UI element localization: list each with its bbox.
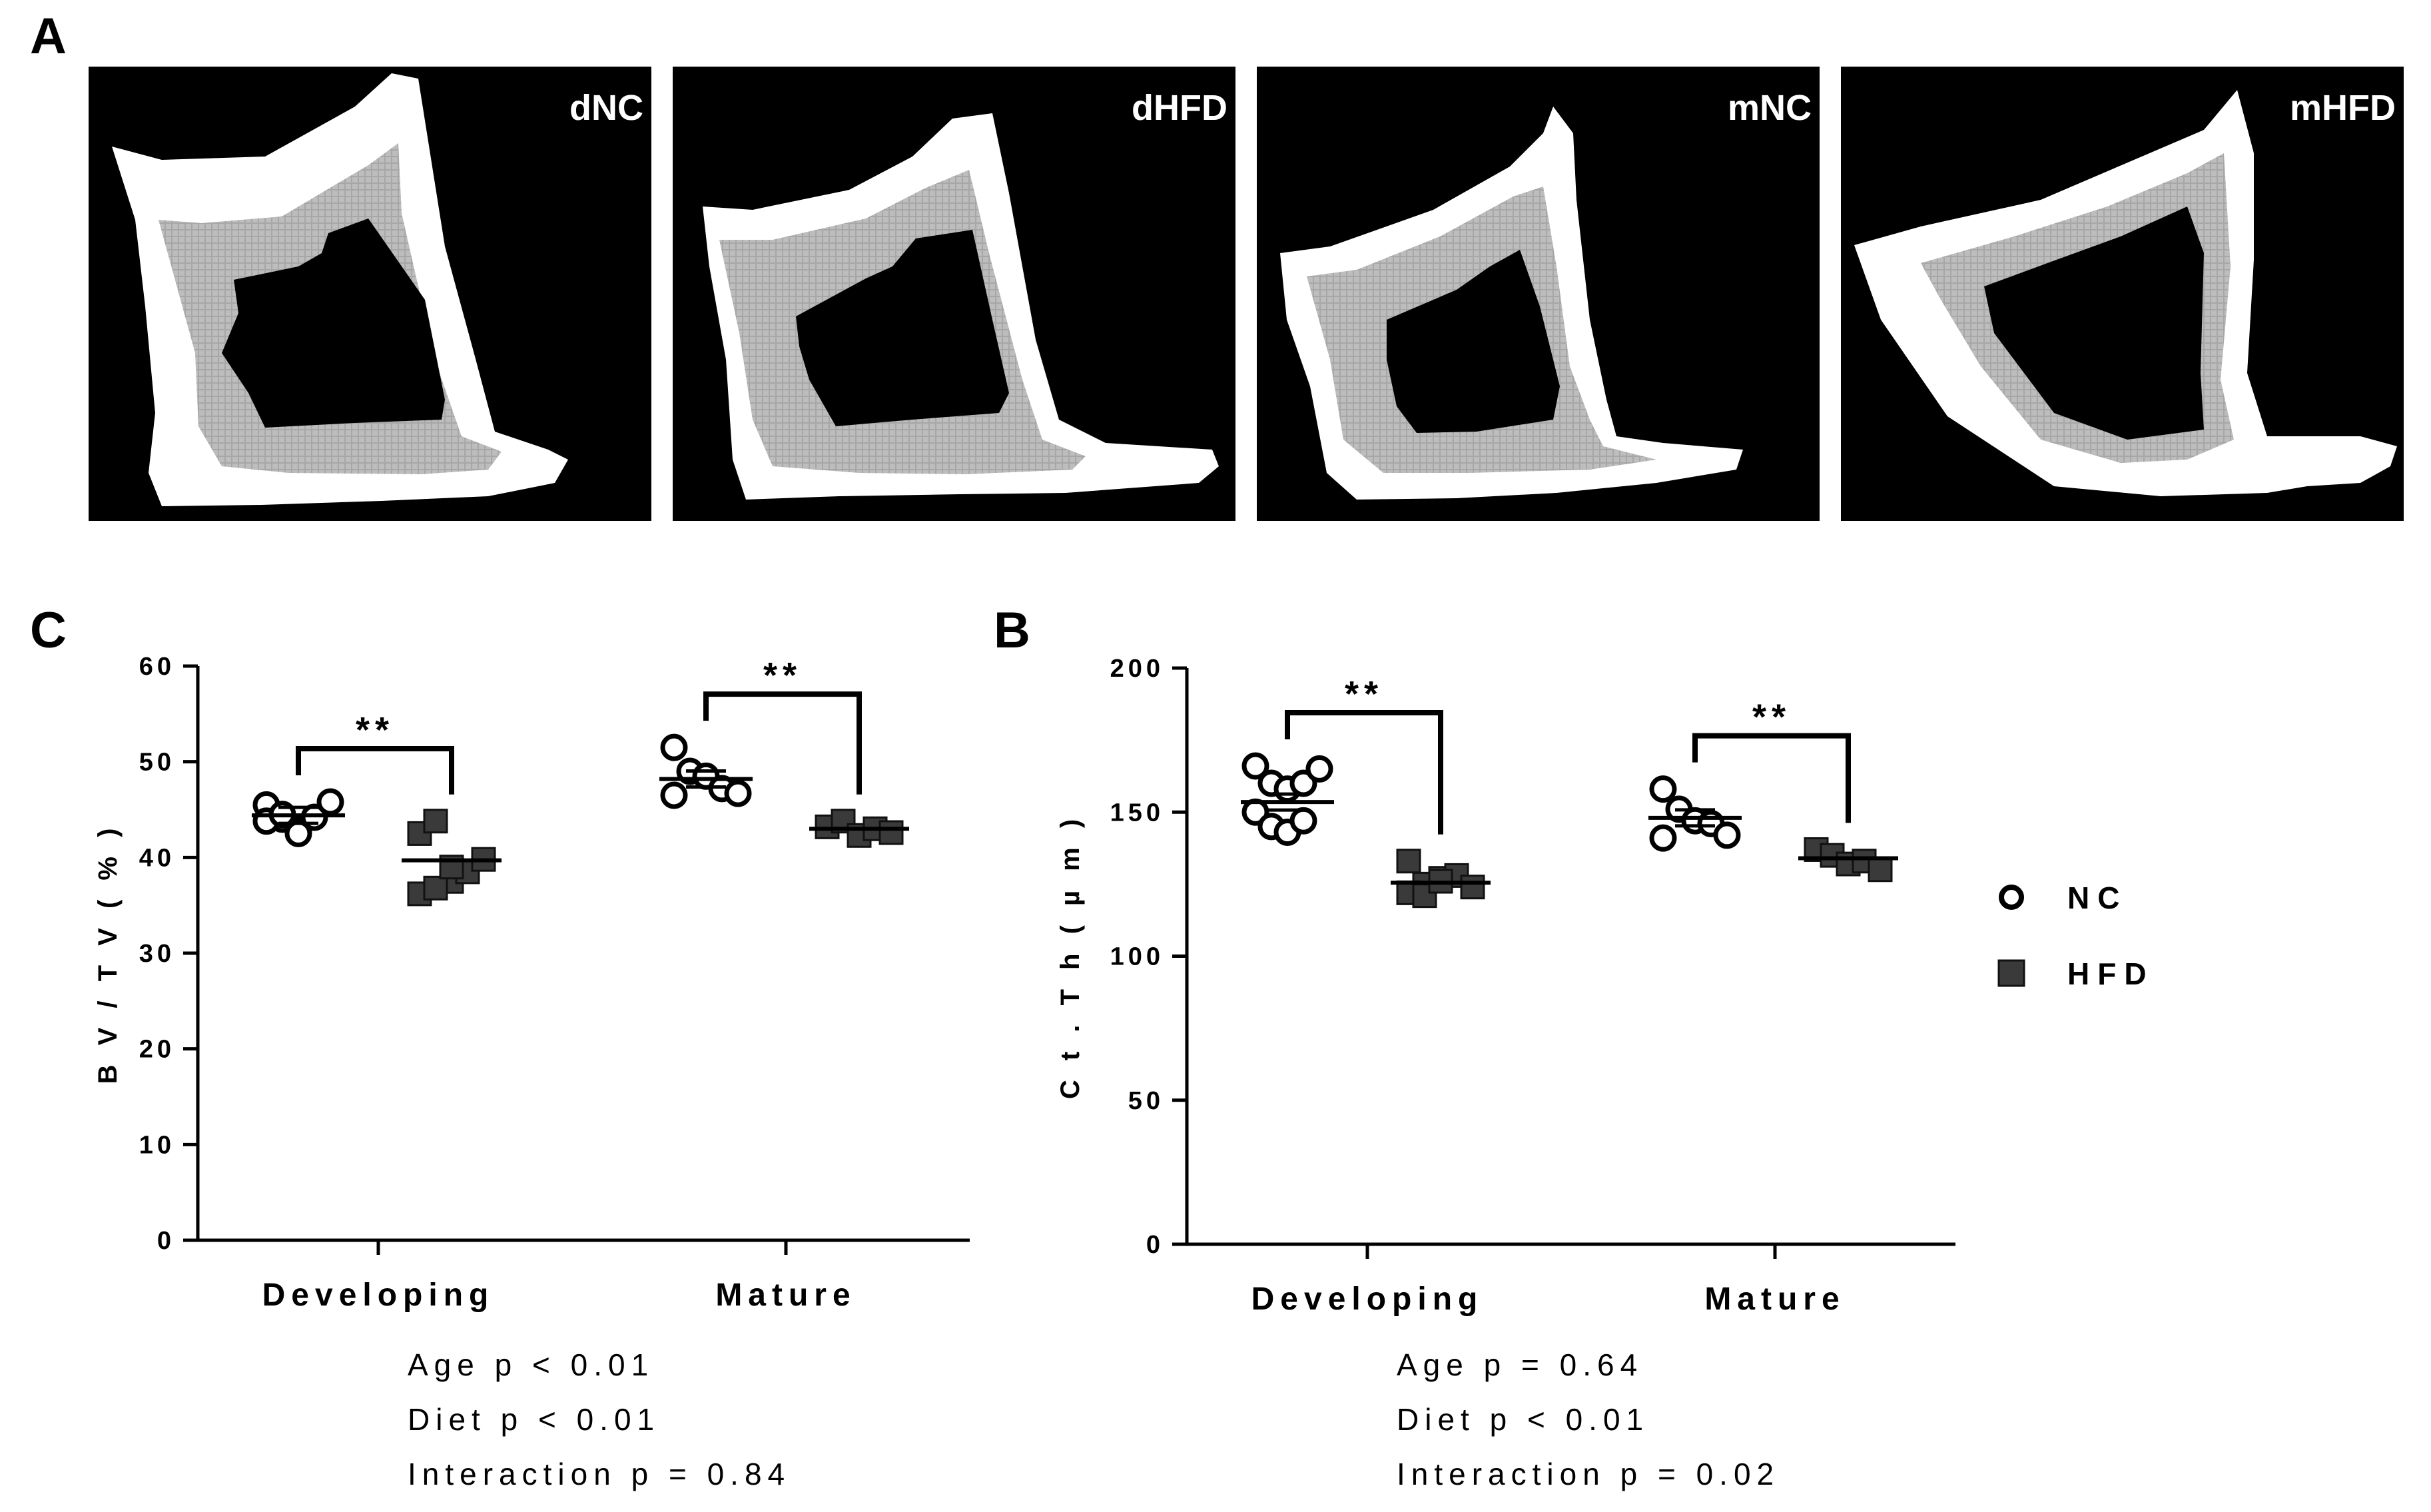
y-tick-label: 100 [1110, 943, 1164, 971]
anova-stat-line: Interaction p = 0.02 [1397, 1457, 1780, 1491]
nc-data-point [660, 733, 688, 761]
nc-data-point [724, 779, 752, 807]
x-category-label: Developing [1251, 1282, 1484, 1317]
hfd-data-point [423, 875, 448, 901]
legend-nc-label: NC [2067, 881, 2127, 915]
x-category-label: Developing [262, 1278, 495, 1313]
y-tick-label: 150 [1110, 799, 1164, 827]
x-category-label: Mature [1704, 1282, 1845, 1317]
anova-stat-line: Diet p < 0.01 [1397, 1402, 1649, 1437]
image-label-mhfd: mHFD [2290, 88, 2396, 128]
y-tick-label: 10 [139, 1131, 175, 1159]
legend-hfd-label: HFD [2067, 956, 2155, 991]
anova-stat-line: Diet p < 0.01 [408, 1402, 660, 1437]
image-label-dnc: dNC [569, 88, 643, 128]
y-tick-label: 200 [1110, 655, 1164, 683]
hfd-data-point [878, 820, 904, 845]
y-tick-label: 40 [139, 844, 175, 872]
anova-stat-line: Age p = 0.64 [1397, 1347, 1643, 1382]
significance-label: ** [1752, 697, 1791, 737]
nc-data-point [1289, 807, 1317, 835]
significance-label: ** [763, 655, 802, 695]
y-tick-label: 20 [139, 1036, 175, 1064]
nc-data-point [1649, 824, 1677, 852]
micro-ct-image-mhfd: mHFD [1841, 67, 2404, 521]
chart-ct-th: B 0 50 100 150 200 C t . T h ( µ m ) Developing… [994, 602, 1955, 1491]
image-label-mnc: mNC [1728, 88, 1812, 128]
hfd-data-point [1396, 849, 1421, 874]
y-axis-title: C t . T h ( µ m ) [1056, 813, 1085, 1099]
nc-data-point [1305, 755, 1333, 783]
significance-label: ** [1345, 674, 1383, 714]
hfd-data-point [1868, 857, 1893, 883]
y-tick-label: 60 [139, 653, 175, 681]
image-label-dhfd: dHFD [1132, 88, 1227, 128]
legend-hfd-marker [1997, 959, 2025, 987]
significance-bracket [296, 746, 454, 795]
nc-data-point [1713, 821, 1741, 849]
nc-data-point [660, 781, 688, 809]
legend-nc-marker [1999, 885, 2024, 910]
panel-letter: B [994, 602, 1030, 659]
significance-bracket [1692, 733, 1851, 823]
y-tick-label: 50 [1128, 1087, 1164, 1115]
anova-stat-line: Interaction p = 0.84 [408, 1457, 791, 1491]
hfd-data-point [1460, 875, 1485, 900]
micro-ct-image-dnc: dNC [89, 67, 651, 521]
significance-bracket [1285, 710, 1443, 835]
nc-data-point [284, 819, 312, 847]
panel-letter: C [30, 602, 67, 659]
nc-data-point [1649, 775, 1677, 803]
x-category-label: Mature [715, 1278, 856, 1313]
y-tick-label: 50 [139, 749, 175, 777]
anova-stat-line: Age p < 0.01 [408, 1347, 654, 1382]
significance-label: ** [356, 710, 394, 750]
chart-bv-tv: C 0 10 20 30 40 50 60 B V / T V ( % ) Developing M… [30, 602, 970, 1491]
y-tick-label: 0 [1146, 1231, 1164, 1259]
micro-ct-image-mnc: mNC [1257, 67, 1820, 521]
nc-data-point [1241, 752, 1269, 780]
micro-ct-image-dhfd: dHFD [673, 67, 1235, 521]
y-tick-label: 0 [157, 1227, 175, 1255]
significance-bracket [703, 691, 862, 795]
panel-a-letter: A [30, 8, 67, 65]
y-axis-title: B V / T V ( % ) [93, 823, 123, 1084]
nc-data-point [316, 788, 344, 816]
y-tick-label: 30 [139, 940, 175, 968]
legend: NC HFD [1997, 881, 2155, 991]
hfd-data-point [423, 809, 448, 834]
